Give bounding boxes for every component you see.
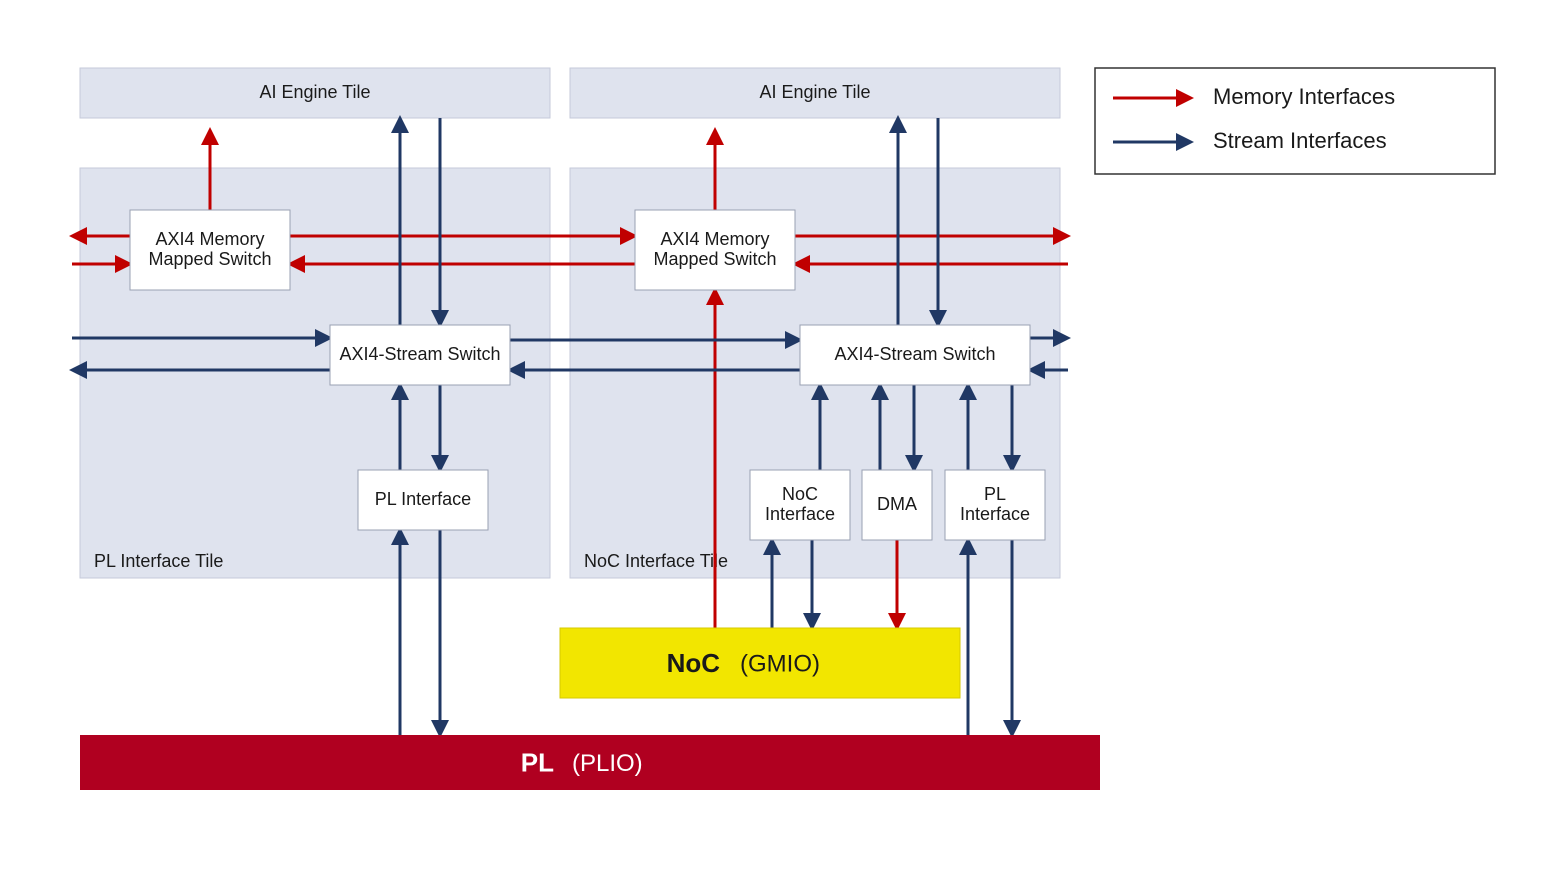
svg-text:AXI4-Stream Switch: AXI4-Stream Switch bbox=[834, 344, 995, 364]
svg-text:PL: PL bbox=[984, 484, 1006, 504]
svg-text:AXI4 Memory: AXI4 Memory bbox=[155, 229, 264, 249]
svg-text:NoC: NoC bbox=[782, 484, 818, 504]
svg-text:NoC Interface Tile: NoC Interface Tile bbox=[584, 551, 728, 571]
noc-interface: NoCInterface bbox=[750, 470, 850, 540]
svg-text:Interface: Interface bbox=[960, 504, 1030, 524]
noc-paren: (GMIO) bbox=[740, 650, 820, 677]
architecture-diagram: AI Engine Tile AI Engine Tile PL Interface… bbox=[0, 0, 1557, 879]
legend-item-label: Stream Interfaces bbox=[1213, 128, 1387, 153]
tile: AI Engine Tile bbox=[570, 68, 1060, 118]
pl-interface-right: PLInterface bbox=[945, 470, 1045, 540]
pl-box: PL (PLIO) bbox=[80, 735, 1100, 790]
legend: Memory Interfaces Stream Interfaces bbox=[1095, 68, 1495, 174]
legend-item-label: Memory Interfaces bbox=[1213, 84, 1395, 109]
pl-interface-left: PL Interface bbox=[358, 470, 488, 530]
axi4-memory-switch-right: AXI4 MemoryMapped Switch bbox=[635, 210, 795, 290]
svg-text:AI Engine Tile: AI Engine Tile bbox=[259, 82, 370, 102]
svg-text:Mapped Switch: Mapped Switch bbox=[148, 249, 271, 269]
svg-text:DMA: DMA bbox=[877, 494, 917, 514]
svg-text:AXI4-Stream Switch: AXI4-Stream Switch bbox=[339, 344, 500, 364]
dma: DMA bbox=[862, 470, 932, 540]
tile: AI Engine Tile bbox=[80, 68, 550, 118]
svg-text:AI Engine Tile: AI Engine Tile bbox=[759, 82, 870, 102]
noc-label: NoC bbox=[667, 648, 721, 678]
svg-text:Mapped Switch: Mapped Switch bbox=[653, 249, 776, 269]
axi4-memory-switch-left: AXI4 MemoryMapped Switch bbox=[130, 210, 290, 290]
noc-box: NoC (GMIO) bbox=[560, 628, 960, 698]
svg-text:PL Interface: PL Interface bbox=[375, 489, 471, 509]
svg-text:PL Interface Tile: PL Interface Tile bbox=[94, 551, 223, 571]
pl-label: PL bbox=[521, 747, 554, 777]
axi4-stream-switch-left: AXI4-Stream Switch bbox=[330, 325, 510, 385]
pl-paren: (PLIO) bbox=[572, 750, 643, 777]
svg-text:Interface: Interface bbox=[765, 504, 835, 524]
axi4-stream-switch-right: AXI4-Stream Switch bbox=[800, 325, 1030, 385]
svg-text:AXI4 Memory: AXI4 Memory bbox=[660, 229, 769, 249]
